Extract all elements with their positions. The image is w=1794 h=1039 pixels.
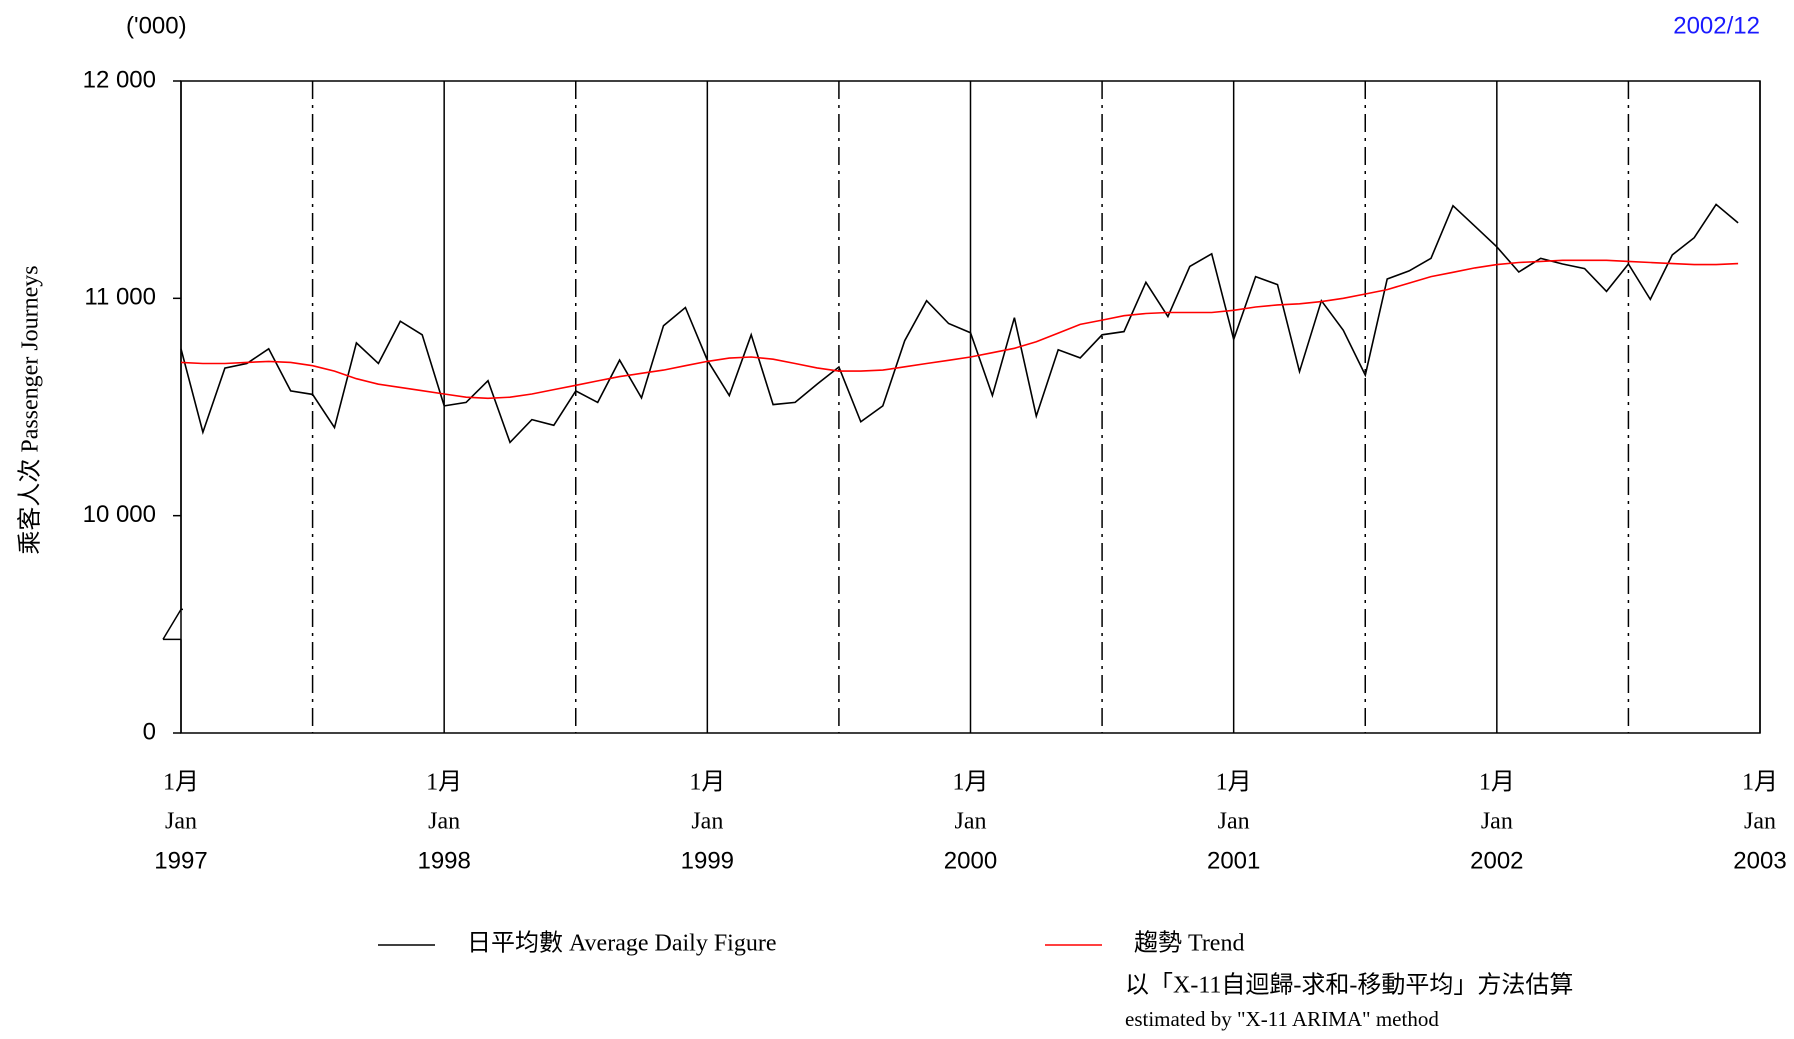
date-note: 2002/12 [1673, 12, 1760, 39]
legend-label: 日平均數 Average Daily Figure [467, 930, 776, 957]
series-line [180, 259, 1739, 400]
y-tick-label: 0 [143, 718, 156, 745]
y-tick-label: 10 000 [83, 501, 156, 528]
x-tick-label: 2001 [1207, 847, 1260, 874]
x-tick-label: Jan [1744, 809, 1776, 835]
x-tick-label: Jan [691, 809, 723, 835]
x-tick-label: 1月 [689, 770, 725, 796]
x-tick-label: Jan [1218, 809, 1250, 835]
note: estimated by "X-11 ARIMA" method [1125, 1007, 1439, 1031]
y-axis-label: 乘客人次 Passenger Journeys [17, 265, 44, 554]
x-tick-label: 1997 [154, 847, 207, 874]
x-tick-label: Jan [165, 809, 197, 835]
y-tick-label: 12 000 [83, 66, 156, 93]
note: 以「X-11自迴歸-求和-移動平均」方法估算 [1125, 972, 1573, 999]
x-tick-label: 1998 [417, 847, 470, 874]
x-tick-label: 1月 [426, 770, 462, 796]
unit-note: ('000) [126, 12, 187, 39]
series-line [180, 203, 1739, 444]
x-tick-label: Jan [1481, 809, 1513, 835]
x-tick-label: 2000 [944, 847, 997, 874]
x-tick-label: 1月 [953, 770, 989, 796]
x-tick-label: 1月 [1216, 770, 1252, 796]
x-tick-label: 2003 [1733, 847, 1786, 874]
x-tick-label: 2002 [1470, 847, 1523, 874]
x-tick-label: 1月 [1479, 770, 1515, 796]
x-tick-label: 1999 [681, 847, 734, 874]
x-tick-label: Jan [428, 809, 460, 835]
y-tick-label: 11 000 [84, 284, 156, 311]
x-tick-label: 1月 [163, 770, 199, 796]
x-tick-label: 1月 [1742, 770, 1778, 796]
legend-label: 趨勢 Trend [1134, 930, 1244, 957]
x-tick-label: Jan [955, 809, 987, 835]
